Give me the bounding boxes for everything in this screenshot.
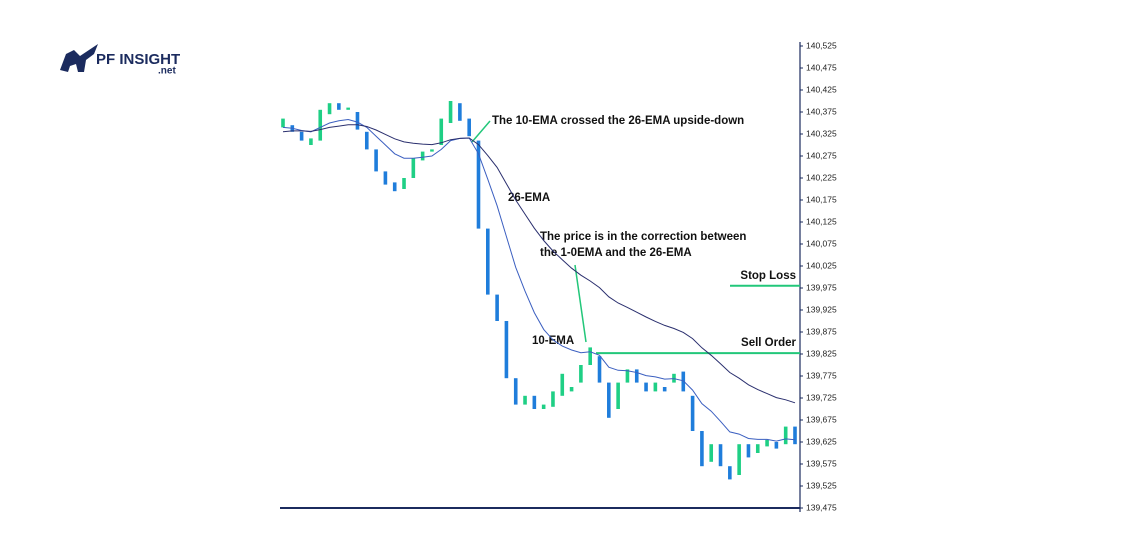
candle bbox=[579, 365, 583, 383]
candle bbox=[364, 131, 369, 150]
candle bbox=[634, 369, 639, 383]
y-tick-label: 140,375 bbox=[806, 106, 837, 116]
candle bbox=[532, 395, 537, 409]
candle bbox=[653, 382, 658, 392]
candle bbox=[662, 387, 667, 392]
y-tick-label: 139,925 bbox=[806, 304, 837, 314]
logo-suffix: .net bbox=[158, 66, 176, 77]
candle bbox=[551, 391, 555, 407]
y-tick-label: 140,175 bbox=[806, 194, 837, 204]
candle bbox=[392, 182, 397, 192]
annotation: the 1-0EMA and the 26-EMA bbox=[540, 247, 692, 259]
candle bbox=[448, 101, 453, 123]
y-tick-label: 139,475 bbox=[806, 502, 837, 512]
pointer bbox=[574, 264, 587, 343]
ema-label: 10-EMA bbox=[532, 335, 574, 347]
y-tick-label: 140,075 bbox=[806, 238, 837, 248]
candle bbox=[383, 171, 388, 185]
y-tick-label: 140,275 bbox=[806, 150, 837, 160]
y-tick-label: 139,525 bbox=[806, 480, 837, 490]
candle bbox=[411, 158, 416, 178]
candle bbox=[718, 444, 723, 467]
candle bbox=[765, 439, 769, 447]
candle bbox=[318, 109, 323, 141]
candle bbox=[746, 444, 751, 458]
candle bbox=[513, 378, 518, 405]
candle bbox=[681, 371, 686, 392]
y-tick-label: 139,725 bbox=[806, 392, 837, 402]
ema-label: 26-EMA bbox=[508, 192, 550, 204]
candle bbox=[560, 373, 565, 396]
candle bbox=[504, 321, 509, 379]
candle bbox=[597, 356, 602, 383]
logo: PF INSIGHT .net bbox=[60, 44, 180, 77]
candle bbox=[644, 382, 648, 392]
y-tick-label: 140,025 bbox=[806, 260, 837, 270]
candle bbox=[783, 426, 788, 445]
candle bbox=[625, 369, 630, 383]
y-tick-label: 139,775 bbox=[806, 370, 837, 380]
y-tick-label: 139,825 bbox=[806, 348, 837, 358]
candle bbox=[607, 382, 611, 418]
candle bbox=[690, 395, 695, 431]
y-tick-label: 139,675 bbox=[806, 414, 837, 424]
candle bbox=[467, 118, 471, 137]
logo-name: PF INSIGHT bbox=[96, 51, 180, 68]
annotation: The 10-EMA crossed the 26-EMA upside-dow… bbox=[492, 115, 744, 127]
candle bbox=[355, 112, 360, 130]
candle bbox=[374, 149, 378, 172]
y-tick-label: 140,225 bbox=[806, 172, 837, 182]
candle bbox=[541, 404, 546, 409]
candle bbox=[402, 178, 406, 189]
candle bbox=[616, 382, 620, 409]
y-tick-label: 140,125 bbox=[806, 216, 837, 226]
candle bbox=[755, 444, 760, 453]
candle bbox=[309, 138, 313, 145]
candle bbox=[774, 442, 779, 449]
y-tick-label: 140,425 bbox=[806, 84, 837, 94]
candle bbox=[793, 426, 797, 445]
annotation: The price is in the correction between bbox=[540, 231, 746, 243]
candle bbox=[327, 103, 332, 115]
y-tick-label: 140,475 bbox=[806, 62, 837, 72]
candle bbox=[299, 131, 304, 141]
ema-line bbox=[282, 118, 796, 442]
candle bbox=[495, 294, 499, 321]
candle bbox=[728, 466, 732, 480]
candle bbox=[337, 103, 341, 110]
y-tick-label: 139,625 bbox=[806, 436, 837, 446]
candle bbox=[458, 103, 462, 121]
y-tick-label: 140,525 bbox=[806, 40, 837, 50]
level-label: Sell Order bbox=[741, 337, 796, 349]
candle bbox=[439, 118, 444, 145]
y-tick-label: 139,975 bbox=[806, 282, 837, 292]
y-tick-label: 140,325 bbox=[806, 128, 837, 138]
candle bbox=[281, 118, 285, 128]
y-tick-label: 139,875 bbox=[806, 326, 837, 336]
candle bbox=[346, 107, 350, 110]
candle bbox=[709, 444, 714, 462]
candle bbox=[588, 347, 592, 365]
logo-icon bbox=[60, 44, 98, 72]
candle bbox=[486, 228, 490, 295]
y-tick-label: 139,575 bbox=[806, 458, 837, 468]
candle bbox=[430, 149, 434, 152]
candle bbox=[420, 151, 425, 161]
candle bbox=[569, 387, 574, 392]
candle bbox=[700, 431, 704, 467]
candle bbox=[737, 444, 741, 475]
candle bbox=[523, 395, 527, 405]
level-label: Stop Loss bbox=[740, 270, 796, 282]
candle bbox=[476, 140, 481, 229]
ema-line bbox=[282, 124, 796, 404]
pointer bbox=[471, 120, 491, 143]
